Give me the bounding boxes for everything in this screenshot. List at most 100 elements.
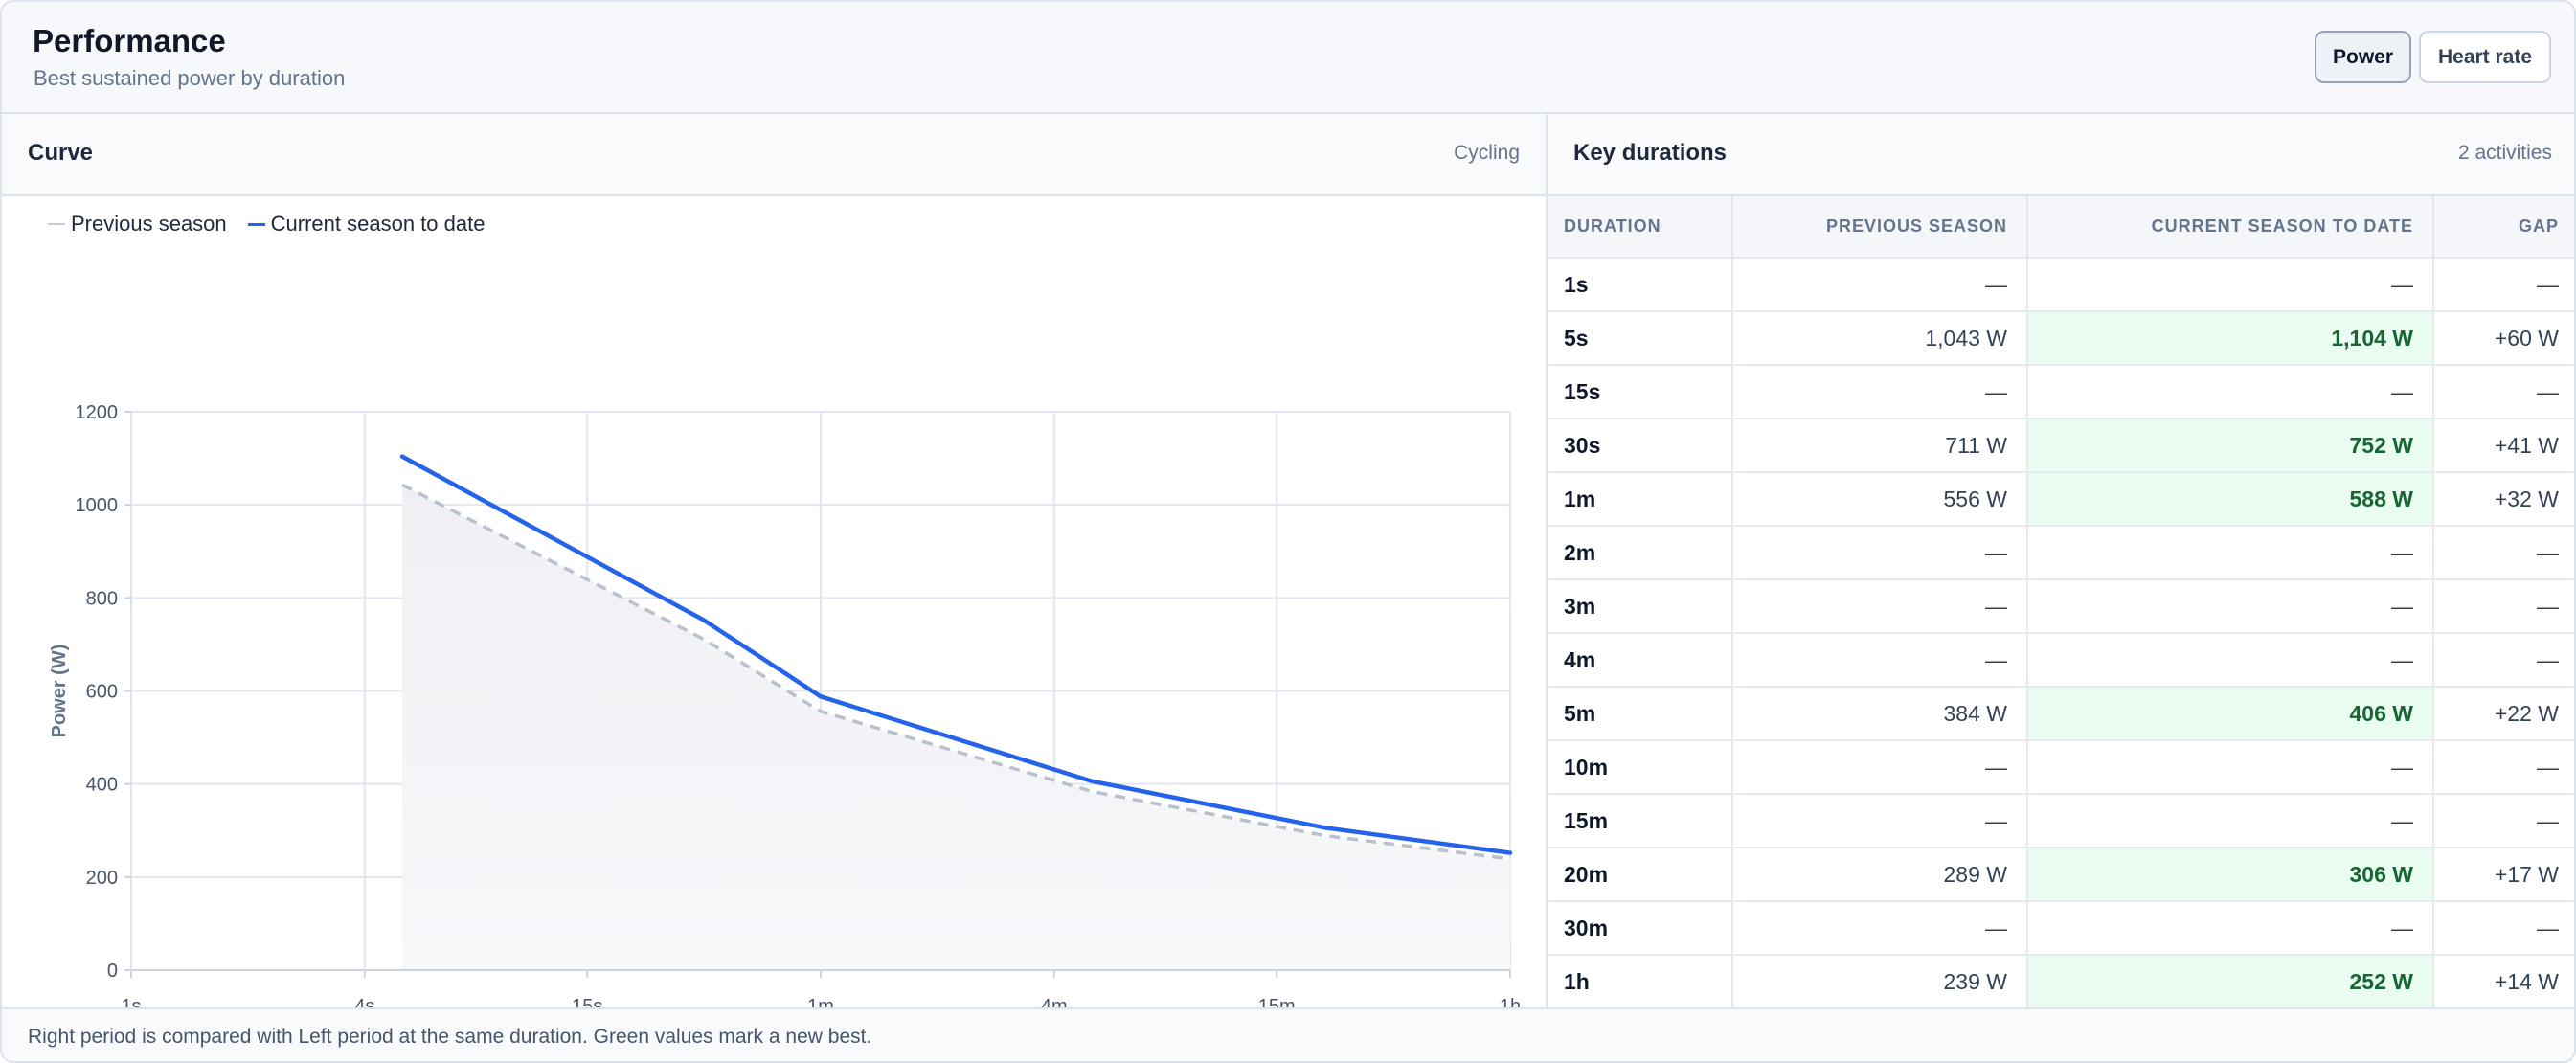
table-header-row: Duration Previous season Current season … [1548,196,2574,259]
gap-cell: — [2433,794,2574,848]
table-row[interactable]: 20m 289 W 306 W +17 W [1548,848,2574,902]
gap-cell: +17 W [2433,848,2574,902]
table-row[interactable]: 1s — — — [1548,258,2574,312]
column-header-current[interactable]: Current season to date [2027,196,2434,259]
previous-value-cell: — [1732,258,2028,312]
y-tick-label: 800 [86,588,118,609]
duration-cell: 10m [1548,740,1733,795]
previous-value-cell: 1,043 W [1732,311,2028,366]
duration-cell: 15s [1548,365,1733,419]
table-row[interactable]: 4m — — — [1548,633,2574,688]
current-value-cell: — [2027,740,2434,795]
legend-item-previous[interactable]: Previous season [48,212,227,237]
duration-cell: 15m [1548,794,1733,848]
previous-value-cell: 711 W [1732,418,2028,473]
duration-cell: 4m [1548,633,1733,688]
current-value-cell: 588 W [2027,472,2434,527]
previous-value-cell: — [1732,794,2028,848]
duration-cell: 3m [1548,579,1733,634]
table-body: 1s — — —5s 1,043 W 1,104 W +60 W 15s — — —30s 711 W… [1548,258,2574,1009]
footer-note: Right period is compared with Left perio… [28,1026,872,1048]
page-title: Performance [33,23,226,58]
legend-swatch-previous [48,223,65,225]
y-tick-label: 200 [86,868,118,889]
table-row[interactable]: 1h 239 W 252 W +14 W [1548,955,2574,1009]
table-row[interactable]: 15m — — — [1548,794,2574,848]
page-subtitle: Best sustained power by duration [34,66,346,90]
duration-cell: 1s [1548,258,1733,312]
table-row[interactable]: 30m — — — [1548,901,2574,956]
gap-cell: +41 W [2433,418,2574,473]
y-tick-label: 400 [86,775,118,796]
current-value-cell: 1,104 W [2027,311,2434,366]
column-header-gap[interactable]: Gap [2433,196,2574,259]
duration-cell: 30s [1548,418,1733,473]
previous-value-cell: 556 W [1732,472,2028,527]
current-value-cell: — [2027,365,2434,419]
current-value-cell: — [2027,526,2434,580]
column-header-duration[interactable]: Duration [1548,196,1733,259]
legend-label-previous: Previous season [71,212,227,236]
previous-season-line [401,483,1511,861]
duration-cell: 5m [1548,687,1733,741]
sport-label: Cycling [1454,142,1520,164]
y-tick-label: 1200 [76,402,119,423]
y-axis-label: Power (W) [49,645,70,738]
legend-item-current[interactable]: Current season to date [247,212,486,237]
previous-value-cell: — [1732,579,2028,634]
key-durations-table-wrap: Duration Previous season Current season … [1548,196,2574,1009]
curve-panel-header: Curve Cycling [2,114,1546,196]
table-row[interactable]: 5m 384 W 406 W +22 W [1548,687,2574,741]
table-row[interactable]: 5s 1,043 W 1,104 W +60 W [1548,311,2574,366]
gap-cell: — [2433,526,2574,580]
duration-cell: 20m [1548,848,1733,902]
duration-cell: 1h [1548,955,1733,1009]
table-row[interactable]: 3m — — — [1548,579,2574,634]
column-header-previous[interactable]: Previous season [1732,196,2028,259]
heart-rate-toggle-button[interactable]: Heart rate [2419,31,2551,83]
key-durations-header: Key durations 2 activities [1548,114,2574,196]
table-row[interactable]: 2m — — — [1548,526,2574,580]
legend-swatch-current [247,222,265,226]
table-row[interactable]: 15s — — — [1548,365,2574,419]
footer: Right period is compared with Left perio… [2,1007,2574,1061]
power-toggle-button[interactable]: Power [2315,31,2411,83]
current-value-cell: 406 W [2027,687,2434,741]
duration-cell: 5s [1548,311,1733,366]
current-value-cell: — [2027,258,2434,312]
gap-cell: — [2433,365,2574,419]
previous-season-area [402,485,1510,970]
previous-value-cell: — [1732,365,2028,419]
gap-cell: — [2433,633,2574,688]
gap-cell: +22 W [2433,687,2574,741]
legend-label-current: Current season to date [270,212,486,236]
curve-panel: Curve Cycling Previous season Current se… [2,114,1548,1017]
gap-cell: — [2433,901,2574,956]
gap-cell: +60 W [2433,311,2574,366]
table-row[interactable]: 30s 711 W 752 W +41 W [1548,418,2574,473]
gap-cell: — [2433,740,2574,795]
gap-cell: — [2433,579,2574,634]
key-durations-title: Key durations [1573,140,1728,166]
table-row[interactable]: 1m 556 W 588 W +32 W [1548,472,2574,527]
current-value-cell: 252 W [2027,955,2434,1009]
y-tick-label: 600 [86,682,118,703]
curve-panel-title: Curve [28,140,94,166]
current-value-cell: 752 W [2027,418,2434,473]
chart-legend: Previous season Current season to date [48,212,506,237]
previous-value-cell: — [1732,901,2028,956]
table-row[interactable]: 10m — — — [1548,740,2574,795]
current-season-line [399,454,1513,855]
previous-value-cell: — [1732,633,2028,688]
gap-cell: — [2433,258,2574,312]
previous-value-cell: 239 W [1732,955,2028,1009]
duration-cell: 2m [1548,526,1733,580]
activities-count: 2 activities [2457,142,2552,164]
previous-value-cell: — [1732,740,2028,795]
y-tick-label: 0 [107,961,118,982]
previous-value-cell: 384 W [1732,687,2028,741]
y-tick-label: 1000 [76,495,119,516]
previous-value-cell: 289 W [1732,848,2028,902]
key-durations-table: Duration Previous season Current season … [1548,196,2574,1009]
